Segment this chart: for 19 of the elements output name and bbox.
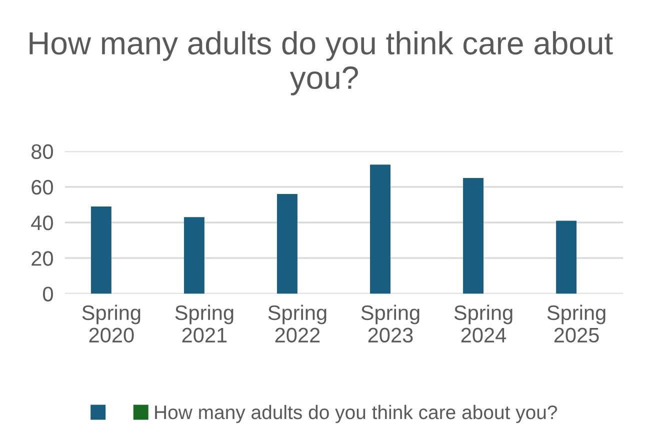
bar bbox=[184, 217, 204, 294]
bar bbox=[370, 164, 390, 294]
y-tick-label: 20 bbox=[32, 251, 53, 266]
y-tick-label: 0 bbox=[43, 286, 53, 302]
y-tick-label: 40 bbox=[31, 216, 53, 230]
x-tick-label: Spring 2020 bbox=[82, 304, 140, 343]
x-tick-label: Spring 2025 bbox=[547, 304, 606, 343]
bar bbox=[276, 194, 298, 294]
x-tick-label: Spring 2021 bbox=[175, 304, 234, 343]
y-tick-label: 60 bbox=[32, 180, 53, 195]
y-tick-label: 80 bbox=[32, 144, 53, 160]
chart-title: How many adults do you think care about you? bbox=[30, 31, 613, 96]
bar bbox=[463, 178, 484, 294]
x-tick-label: Spring 2023 bbox=[361, 304, 420, 343]
x-tick-label: Spring 2022 bbox=[268, 304, 326, 343]
bar bbox=[90, 206, 112, 294]
x-tick-label: Spring 2024 bbox=[454, 304, 512, 343]
legend-label: How many adults do you think care about you? bbox=[155, 404, 558, 424]
bar bbox=[556, 220, 577, 294]
